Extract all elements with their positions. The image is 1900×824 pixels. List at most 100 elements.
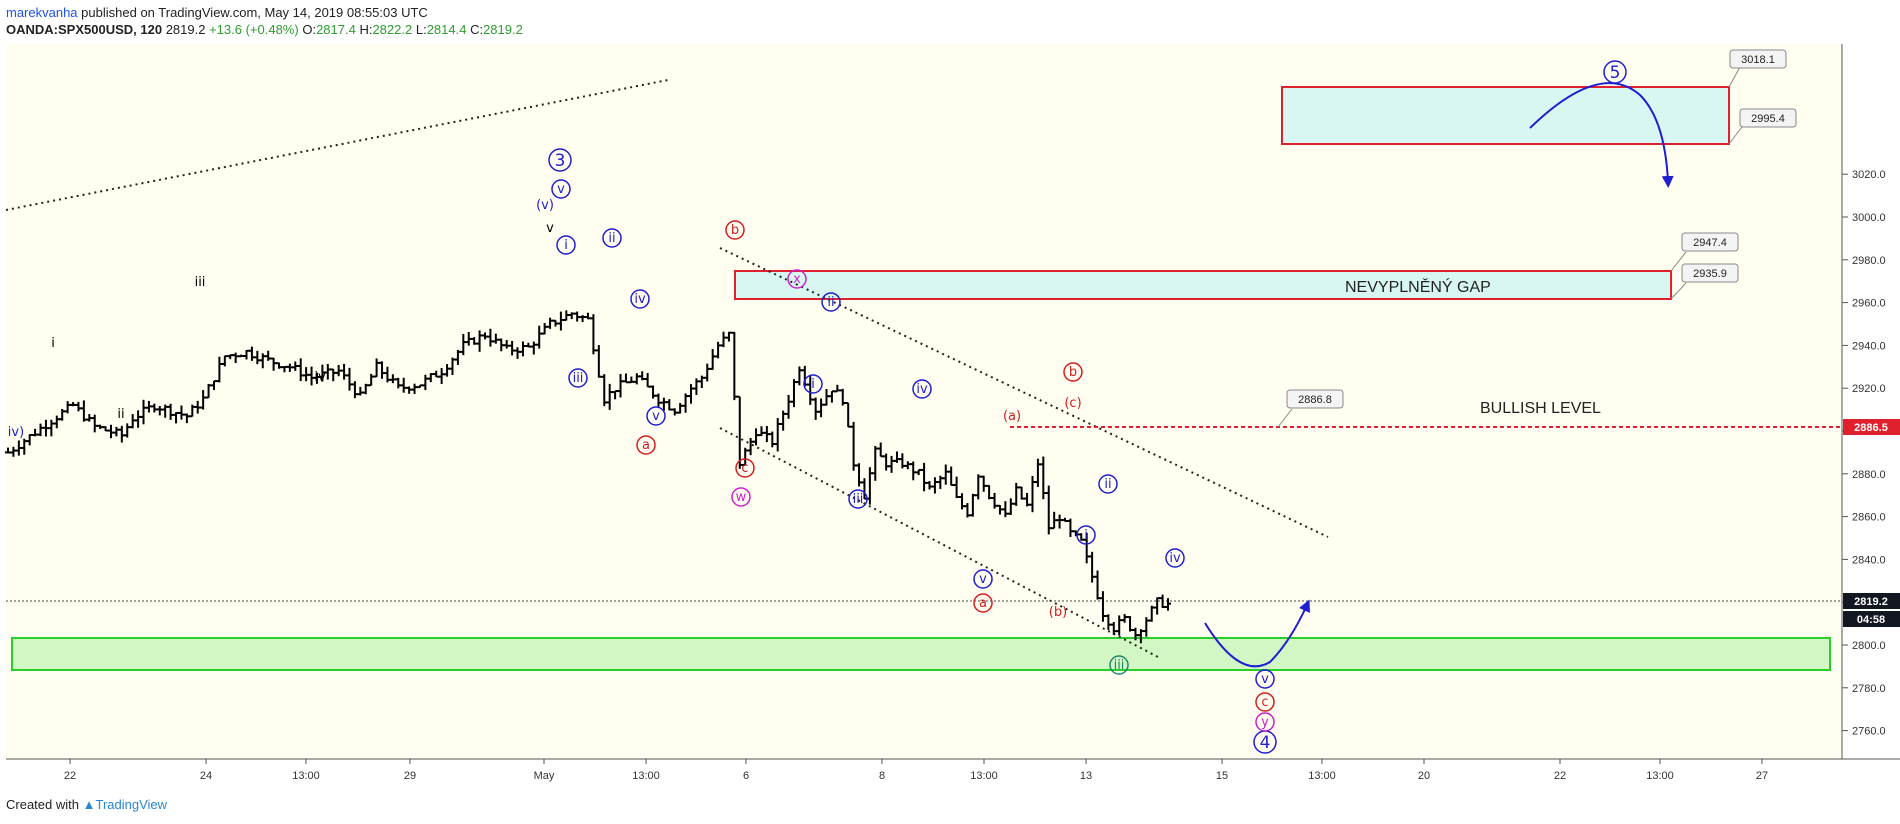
- wave-label-cii: ii: [602, 228, 622, 248]
- svg-text:(a): (a): [1003, 409, 1021, 424]
- svg-text:iv: iv: [1169, 551, 1181, 566]
- x-tick-label: 13:00: [1646, 770, 1674, 782]
- low-label: L:: [415, 22, 427, 37]
- x-tick-label: 6: [743, 770, 749, 782]
- y-tick-label: 3020.0: [1852, 169, 1886, 181]
- footer-brand[interactable]: TradingView: [95, 797, 168, 812]
- price-axis[interactable]: 2760.02780.02800.02820.02840.02860.02880…: [1842, 169, 1886, 738]
- callout-2995[interactable]: 2995.4: [1728, 108, 1797, 145]
- x-tick-label: 13: [1080, 770, 1092, 782]
- wave-label-cv: v: [646, 406, 666, 426]
- projection-arrow-bounce[interactable]: [1204, 599, 1310, 668]
- y-tick-label: 2860.0: [1852, 512, 1886, 524]
- wave-label-civ: iv: [1165, 548, 1185, 568]
- svg-text:w: w: [736, 490, 747, 505]
- svg-text:v: v: [557, 182, 565, 197]
- channel-lower-line[interactable]: [719, 427, 1159, 658]
- svg-text:ii: ii: [117, 407, 124, 422]
- wave-label-cv: v: [551, 179, 571, 199]
- svg-text:(v): (v): [536, 198, 554, 213]
- support-zone[interactable]: [11, 637, 1831, 671]
- svg-text:b: b: [731, 223, 739, 238]
- wave-label-b: b: [725, 220, 745, 240]
- svg-text:iv: iv: [634, 292, 646, 307]
- wave-label-iv: iv: [314, 370, 326, 385]
- wave-label-i: i: [51, 336, 55, 351]
- x-tick-label: May: [534, 770, 555, 782]
- wave-label-v_big: (v): [536, 198, 554, 213]
- svg-text:b: b: [1069, 365, 1077, 380]
- svg-text:i: i: [1084, 528, 1088, 543]
- high-value: 2822.2: [372, 22, 413, 37]
- wave-label-c: c: [735, 458, 755, 478]
- y-tick-label: 2780.0: [1852, 683, 1886, 695]
- chart-header: marekvanha published on TradingView.com,…: [6, 4, 523, 38]
- author-link[interactable]: marekvanha: [6, 5, 78, 20]
- svg-text:iv: iv: [314, 370, 326, 385]
- ohlc-line: OANDA:SPX500USD, 120 2819.2 +13.6 (+0.48…: [6, 21, 523, 38]
- wave-label-w: w: [731, 487, 751, 507]
- close-value: 2819.2: [483, 22, 523, 37]
- wave-label-ci: i: [803, 374, 823, 394]
- last-price-badge: [1843, 593, 1900, 609]
- wave-label-ciii: iii: [1109, 655, 1129, 675]
- wave-label-ciii: iii: [848, 489, 868, 509]
- wave-label-y: y: [1255, 712, 1275, 732]
- svg-text:y: y: [1261, 715, 1269, 730]
- price-bars[interactable]: [5, 310, 1171, 644]
- wave-label-x: x: [787, 269, 807, 289]
- svg-text:v: v: [1261, 672, 1269, 687]
- svg-text:v: v: [979, 572, 987, 587]
- wave-label-v: v: [546, 221, 554, 236]
- svg-text:iv): iv): [8, 425, 24, 440]
- svg-text:ii: ii: [827, 295, 834, 310]
- time-axis[interactable]: 22 24 13:00 29 May 13:00 6 8 13:00 13 15 13:00 20 22 1…: [64, 759, 1768, 782]
- callout-2935[interactable]: 2935.9: [1670, 263, 1739, 300]
- svg-text:(c): (c): [1064, 396, 1081, 411]
- x-tick-label: 29: [404, 770, 416, 782]
- svg-text:iii: iii: [1114, 658, 1125, 673]
- last-price: 2819.2: [165, 22, 206, 37]
- svg-text:i: i: [51, 336, 55, 351]
- callout-2947[interactable]: 2947.4: [1670, 232, 1739, 272]
- svg-text:c: c: [741, 461, 748, 476]
- y-tick-label: 2760.0: [1852, 726, 1886, 738]
- svg-text:5: 5: [1610, 63, 1621, 83]
- callout-2886[interactable]: 2886.8: [1277, 389, 1344, 428]
- symbol-name[interactable]: OANDA:SPX500USD, 120: [6, 22, 163, 37]
- svg-text:3: 3: [555, 151, 566, 171]
- x-tick-label: 24: [200, 770, 212, 782]
- gap-zone[interactable]: [734, 270, 1672, 300]
- projection-arrow-wave5[interactable]: [1529, 82, 1674, 188]
- wave-label-iv_edge: iv): [8, 425, 24, 440]
- callout-2947-text: 2947.4: [1693, 237, 1727, 249]
- x-tick-label: 20: [1418, 770, 1430, 782]
- svg-text:v: v: [546, 221, 554, 236]
- low-value: 2814.4: [426, 22, 467, 37]
- svg-text:ii: ii: [608, 231, 615, 246]
- trend-line-upper-left[interactable]: [5, 79, 669, 211]
- x-tick-label: 22: [64, 770, 76, 782]
- publish-line: marekvanha published on TradingView.com,…: [6, 4, 523, 21]
- wave-label-a: a: [973, 593, 993, 613]
- ohlc-bar[interactable]: [1165, 598, 1171, 611]
- callout-3018[interactable]: 3018.1: [1728, 49, 1787, 88]
- y-tick-label: 2800.0: [1852, 640, 1886, 652]
- wave-label-pb: (b): [1049, 605, 1067, 620]
- wave-label-civ: iv: [630, 289, 650, 309]
- wave-label-civ: iv: [912, 379, 932, 399]
- wave-label-ii: ii: [117, 407, 124, 422]
- svg-text:v: v: [652, 409, 660, 424]
- wave-label-cv: v: [973, 569, 993, 589]
- x-tick-label: 22: [1554, 770, 1566, 782]
- x-tick-label: 13:00: [292, 770, 320, 782]
- channel-upper-line[interactable]: [719, 247, 1329, 538]
- svg-text:a: a: [642, 438, 650, 453]
- callout-3018-text: 3018.1: [1741, 54, 1775, 66]
- wave-label-iii: iii: [195, 275, 206, 290]
- wave-label-cii: ii: [821, 292, 841, 312]
- y-tick-label: 2960.0: [1852, 298, 1886, 310]
- svg-text:i: i: [564, 238, 568, 253]
